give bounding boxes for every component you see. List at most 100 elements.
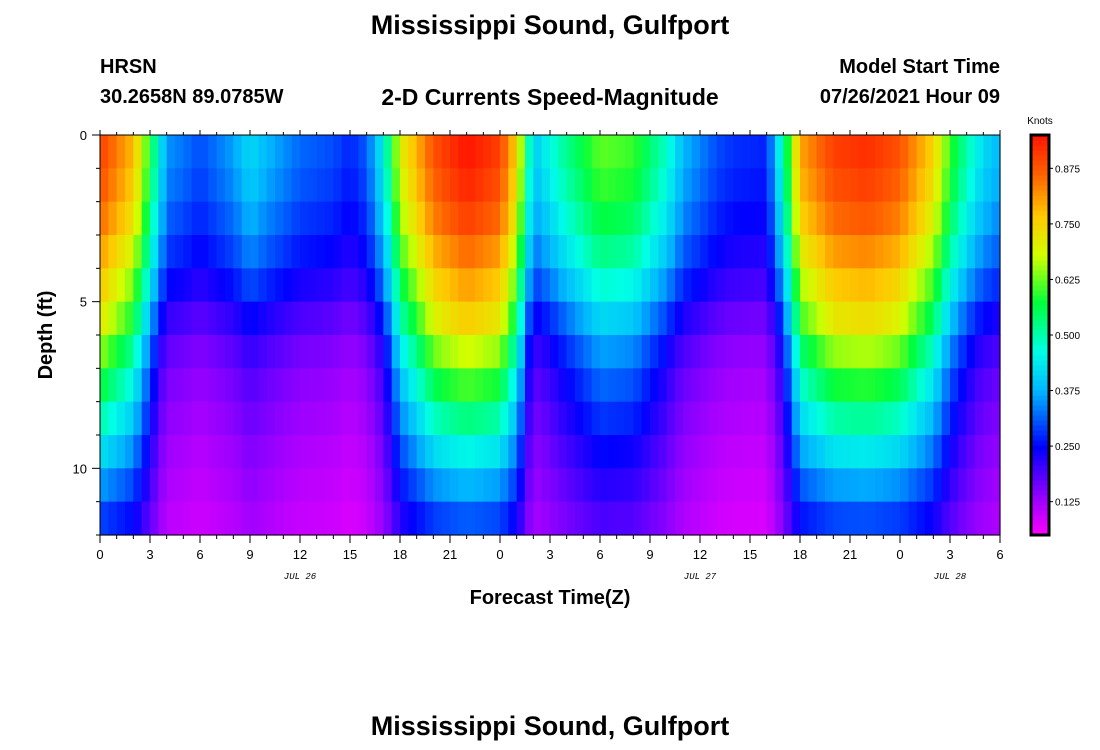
heatmap-cell [208, 268, 218, 303]
heatmap-cell [575, 168, 584, 203]
heatmap-cell [491, 301, 501, 336]
heatmap-cell [525, 235, 534, 269]
heatmap-cell [833, 401, 843, 436]
heatmap-cell [325, 501, 334, 536]
colorbar-swatch [1031, 260, 1049, 266]
heatmap-cell [258, 368, 268, 403]
heatmap-cell [158, 501, 168, 536]
heatmap-cell [583, 335, 593, 369]
colorbar-swatch [1031, 490, 1049, 496]
heatmap-cell [975, 368, 984, 403]
colorbar-swatch [1031, 265, 1049, 271]
heatmap-cell [375, 301, 384, 336]
heatmap-cell [583, 435, 593, 469]
heatmap-cell [366, 468, 376, 503]
heatmap-cell [808, 168, 818, 203]
heatmap-cell [491, 501, 501, 536]
heatmap-cell [591, 235, 601, 269]
heatmap-cell [600, 301, 609, 336]
heatmap-cell [541, 201, 551, 236]
heatmap-cell [866, 168, 876, 203]
heatmap-cell [500, 501, 509, 536]
heatmap-cell [733, 301, 743, 336]
heatmap-cell [991, 501, 1001, 536]
heatmap-cell [191, 135, 201, 169]
heatmap-cell [833, 168, 843, 203]
heatmap-cell [791, 401, 801, 436]
heatmap-cell [916, 501, 926, 536]
heatmap-cell [475, 401, 484, 436]
heatmap-cell [750, 401, 759, 436]
heatmap-cell [666, 435, 676, 469]
heatmap-cell [966, 335, 976, 369]
heatmap-cell [533, 301, 543, 336]
heatmap-cell [850, 468, 859, 503]
heatmap-cell [941, 168, 951, 203]
heatmap-cell [108, 135, 118, 169]
heatmap-cell [875, 235, 884, 269]
colorbar-swatch [1031, 415, 1049, 421]
heatmap-cell [633, 301, 643, 336]
heatmap-cell [366, 335, 376, 369]
heatmap-cell [116, 401, 126, 436]
heatmap-cell [675, 235, 684, 269]
heatmap-cell [458, 268, 468, 303]
heatmap-cell [466, 435, 476, 469]
heatmap-cell [958, 368, 968, 403]
colorbar-tick-label: 0.375 [1055, 387, 1080, 398]
heatmap-cell [208, 401, 218, 436]
heatmap-cell [500, 201, 509, 236]
colorbar-swatch [1031, 475, 1049, 481]
heatmap-cell [225, 168, 234, 203]
heatmap-cell [433, 135, 443, 169]
heatmap-cell [558, 201, 568, 236]
heatmap-cell [566, 435, 576, 469]
heatmap-cell [883, 435, 893, 469]
heatmap-cell [758, 268, 768, 303]
colorbar-swatch [1031, 190, 1049, 196]
heatmap-cell [475, 368, 484, 403]
heatmap-cell [625, 501, 634, 536]
heatmap-cell [483, 135, 493, 169]
heatmap-cell [241, 401, 251, 436]
heatmap-cell [441, 235, 451, 269]
x-tick-label: 15 [743, 547, 757, 562]
heatmap-cell [233, 268, 243, 303]
heatmap-cell [816, 268, 826, 303]
heatmap-cell [150, 435, 159, 469]
heatmap-cell [816, 201, 826, 236]
heatmap-cell [900, 301, 909, 336]
heatmap-cell [416, 301, 426, 336]
heatmap-cell [933, 335, 943, 369]
colorbar-swatch [1031, 135, 1049, 141]
heatmap-cell [816, 168, 826, 203]
heatmap-cell [441, 135, 451, 169]
heatmap-cell [575, 301, 584, 336]
heatmap-cell [650, 401, 659, 436]
heatmap-cell [266, 201, 276, 236]
heatmap-cell [725, 468, 734, 503]
heatmap-cell [841, 135, 851, 169]
heatmap-cell [300, 435, 309, 469]
heatmap-cell [525, 335, 534, 369]
heatmap-cell [416, 368, 426, 403]
heatmap-cell [608, 201, 618, 236]
heatmap-cell [475, 335, 484, 369]
heatmap-cell [266, 235, 276, 269]
heatmap-cell [625, 368, 634, 403]
colorbar-swatch [1031, 515, 1049, 521]
heatmap-cell [591, 335, 601, 369]
heatmap-cell [516, 468, 526, 503]
heatmap-cell [150, 468, 159, 503]
heatmap-cell [583, 301, 593, 336]
heatmap-cell [333, 235, 343, 269]
heatmap-cell [666, 468, 676, 503]
heatmap-cell [375, 168, 384, 203]
heatmap-cell [108, 501, 118, 536]
heatmap-cell [891, 301, 901, 336]
heatmap-cell [958, 235, 968, 269]
heatmap-cell [791, 268, 801, 303]
heatmap-cell [341, 268, 351, 303]
heatmap-cell [258, 135, 268, 169]
heatmap-cell [766, 401, 776, 436]
